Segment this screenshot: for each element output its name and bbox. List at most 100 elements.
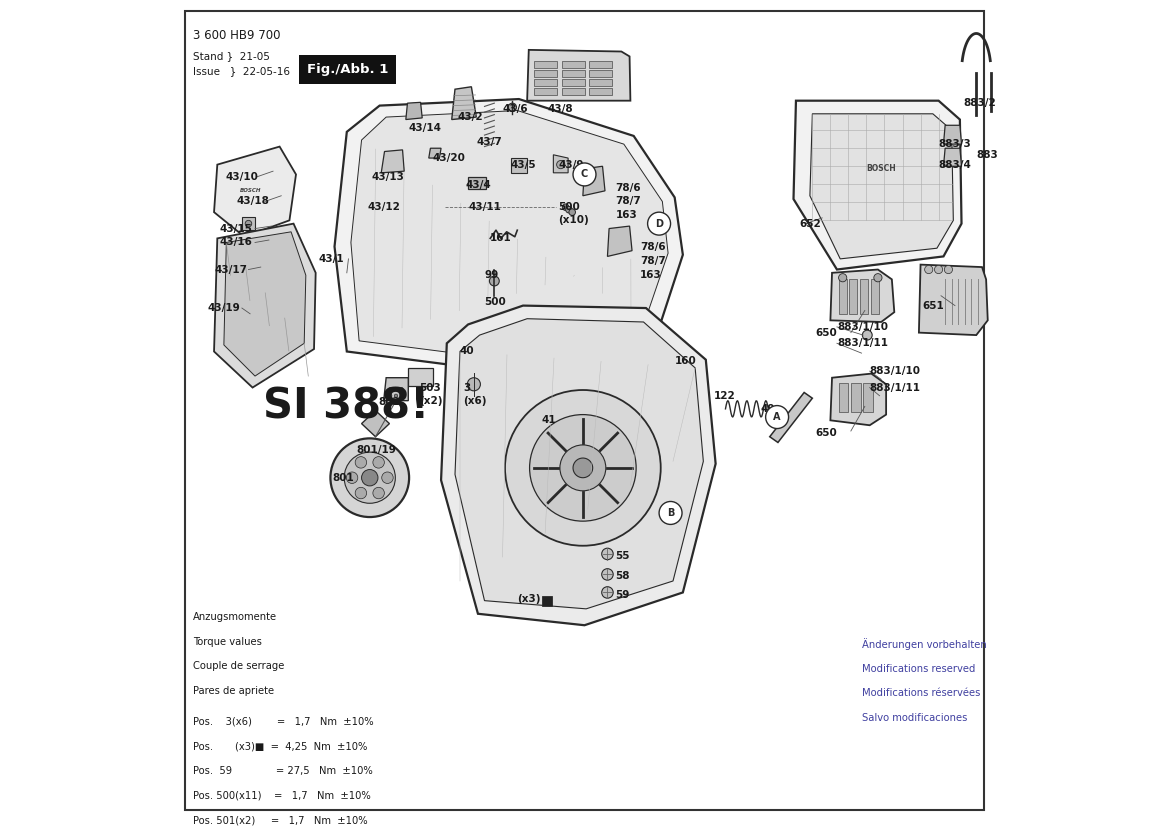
- Bar: [534, 69, 556, 77]
- Text: B: B: [666, 508, 675, 518]
- Circle shape: [355, 487, 367, 499]
- Text: 43/4: 43/4: [465, 180, 491, 190]
- Polygon shape: [553, 154, 568, 173]
- Text: 78/6: 78/6: [616, 183, 642, 192]
- Circle shape: [602, 548, 614, 560]
- Circle shape: [373, 457, 385, 468]
- Polygon shape: [830, 373, 886, 425]
- Text: 43/19: 43/19: [207, 303, 240, 313]
- Text: Torque values: Torque values: [193, 637, 262, 647]
- Text: 3 600 HB9 700: 3 600 HB9 700: [193, 29, 281, 41]
- Circle shape: [490, 276, 499, 286]
- Circle shape: [245, 221, 251, 227]
- Text: BOSCH: BOSCH: [240, 188, 262, 193]
- Text: (x3): (x3): [518, 594, 541, 604]
- Polygon shape: [441, 306, 715, 625]
- Circle shape: [400, 387, 403, 391]
- Text: 883/1/10: 883/1/10: [837, 322, 888, 332]
- Text: 78/7: 78/7: [616, 197, 642, 206]
- Text: 43/1: 43/1: [318, 254, 344, 263]
- Polygon shape: [242, 217, 255, 230]
- Text: 883/1/10: 883/1/10: [870, 366, 921, 376]
- Bar: [589, 88, 613, 95]
- Text: 40: 40: [459, 346, 475, 357]
- Circle shape: [865, 374, 874, 384]
- Text: 163: 163: [641, 270, 662, 280]
- Text: 883: 883: [976, 150, 998, 159]
- Circle shape: [400, 394, 403, 397]
- Text: 500: 500: [484, 297, 506, 307]
- Polygon shape: [406, 102, 422, 120]
- Circle shape: [468, 377, 480, 391]
- Text: 78/6: 78/6: [641, 241, 666, 252]
- Bar: [589, 78, 613, 86]
- Bar: [534, 88, 556, 95]
- Circle shape: [925, 265, 933, 273]
- Circle shape: [505, 390, 660, 546]
- Polygon shape: [214, 224, 316, 387]
- Bar: [534, 78, 556, 86]
- Text: Issue   }  22-05-16: Issue } 22-05-16: [193, 66, 290, 76]
- Text: 883/1/11: 883/1/11: [870, 382, 921, 392]
- Bar: [863, 383, 873, 412]
- Text: D: D: [655, 219, 663, 229]
- Circle shape: [562, 204, 569, 211]
- Text: (x6): (x6): [463, 396, 486, 406]
- Text: 43/12: 43/12: [367, 202, 400, 212]
- Text: Pos. 500(x11)    =   1,7   Nm  ±10%: Pos. 500(x11) = 1,7 Nm ±10%: [193, 790, 371, 800]
- Polygon shape: [214, 146, 296, 237]
- Bar: [561, 78, 584, 86]
- Polygon shape: [455, 319, 704, 609]
- Bar: [561, 88, 584, 95]
- Bar: [534, 60, 556, 68]
- Circle shape: [934, 265, 942, 273]
- Circle shape: [648, 212, 671, 235]
- Text: 41: 41: [542, 415, 556, 425]
- Text: 801: 801: [332, 472, 354, 482]
- Polygon shape: [511, 158, 527, 173]
- Polygon shape: [224, 232, 306, 376]
- Text: 500: 500: [559, 202, 580, 212]
- Text: 650: 650: [816, 328, 837, 338]
- Circle shape: [382, 472, 393, 483]
- Bar: [542, 596, 552, 605]
- Text: Pos.    3(x6)        =   1,7   Nm  ±10%: Pos. 3(x6) = 1,7 Nm ±10%: [193, 717, 373, 727]
- Circle shape: [388, 394, 392, 397]
- Polygon shape: [381, 150, 404, 173]
- Polygon shape: [334, 99, 683, 373]
- Circle shape: [388, 387, 392, 391]
- Polygon shape: [383, 377, 408, 401]
- Text: 43/20: 43/20: [433, 153, 465, 163]
- Bar: [838, 279, 846, 314]
- Circle shape: [659, 501, 682, 525]
- Text: Salvo modificaciones: Salvo modificaciones: [862, 713, 967, 723]
- Circle shape: [530, 415, 636, 521]
- Text: 160: 160: [675, 356, 697, 366]
- Polygon shape: [810, 114, 954, 259]
- Bar: [871, 279, 879, 314]
- Text: 883/4: 883/4: [939, 159, 971, 169]
- Text: Pos. 501(x2)     =   1,7   Nm  ±10%: Pos. 501(x2) = 1,7 Nm ±10%: [193, 815, 367, 825]
- Bar: [561, 60, 584, 68]
- Text: 43/5: 43/5: [511, 159, 537, 169]
- Text: 503: 503: [419, 382, 441, 392]
- Polygon shape: [429, 148, 441, 158]
- Bar: [860, 279, 869, 314]
- Text: Pos.       (x3)■  =  4,25  Nm  ±10%: Pos. (x3)■ = 4,25 Nm ±10%: [193, 742, 367, 752]
- Text: Modifications reserved: Modifications reserved: [862, 663, 975, 674]
- Circle shape: [394, 387, 397, 391]
- Text: 43/8: 43/8: [547, 104, 573, 114]
- Text: 161: 161: [490, 234, 512, 244]
- Text: Modifications réservées: Modifications réservées: [862, 688, 980, 698]
- Text: Änderungen vorbehalten: Änderungen vorbehalten: [862, 638, 987, 650]
- Text: C: C: [581, 169, 588, 179]
- Polygon shape: [769, 392, 812, 443]
- Text: 122: 122: [714, 391, 735, 401]
- Circle shape: [355, 457, 367, 468]
- Text: 55: 55: [616, 552, 630, 562]
- Polygon shape: [468, 177, 486, 189]
- Text: Couple de serrage: Couple de serrage: [193, 662, 284, 672]
- Text: 43/6: 43/6: [503, 104, 528, 114]
- Circle shape: [863, 330, 872, 340]
- Text: 43/7: 43/7: [476, 136, 502, 147]
